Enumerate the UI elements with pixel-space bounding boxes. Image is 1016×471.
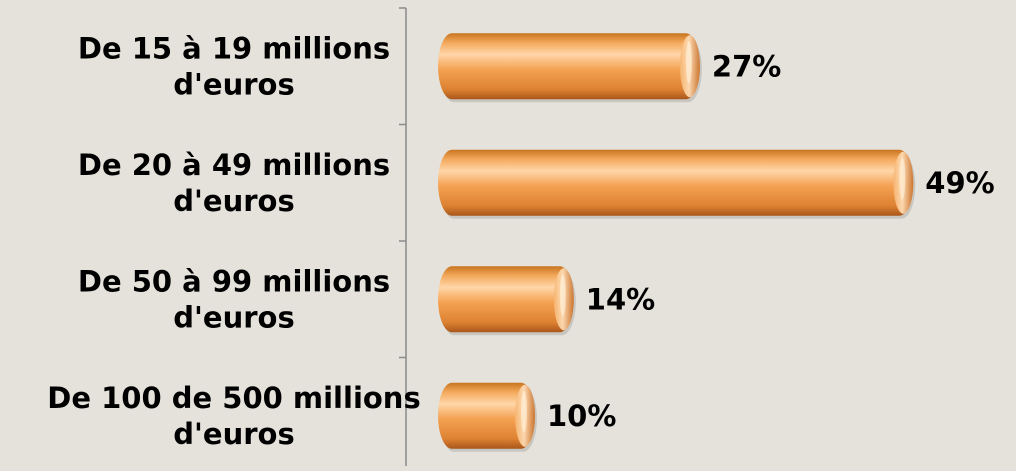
category-label-line: d'euros [173, 417, 294, 451]
y-axis [399, 7, 407, 466]
category-label-line: De 100 de 500 millions [47, 381, 420, 415]
category-label-line: d'euros [173, 300, 294, 334]
value-label: 14% [586, 282, 655, 316]
bar [438, 266, 576, 336]
bar [438, 382, 537, 452]
category-label-line: De 50 à 99 millions [78, 264, 390, 298]
category-label-line: d'euros [173, 184, 294, 218]
category-label: De 50 à 99 millions d'euros [78, 264, 390, 334]
bar [438, 149, 916, 219]
category-label-line: De 20 à 49 millions [78, 148, 390, 182]
value-labels: 27% 49% 14% 10% [547, 49, 995, 433]
bar [438, 33, 702, 103]
category-label-line: De 15 à 19 millions [78, 31, 390, 65]
value-label: 27% [712, 49, 781, 83]
category-label: De 15 à 19 millions d'euros [78, 31, 390, 101]
category-label-line: d'euros [173, 67, 294, 101]
category-label: De 100 de 500 millions d'euros [47, 381, 420, 451]
category-label: De 20 à 49 millions d'euros [78, 148, 390, 218]
value-label: 49% [925, 166, 994, 200]
value-label: 10% [547, 399, 616, 433]
bars [438, 33, 916, 452]
